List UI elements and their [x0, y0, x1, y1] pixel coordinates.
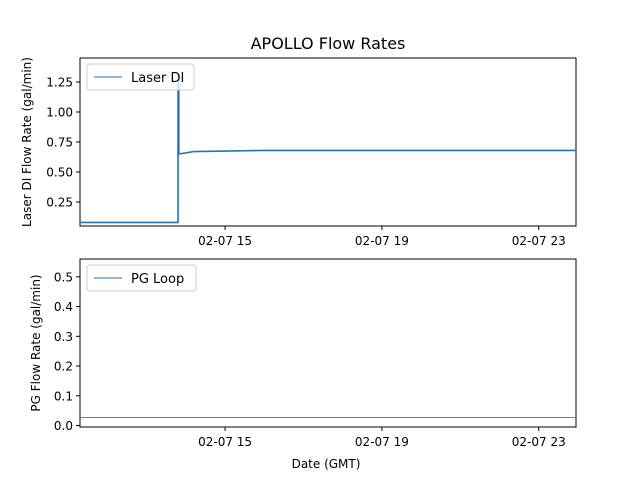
y-tick-label: 1.25 — [46, 76, 73, 90]
x-tick-label: 02-07 15 — [198, 435, 252, 449]
y-tick-label: 0.3 — [54, 330, 73, 344]
x-tick-label: 02-07 23 — [512, 234, 566, 248]
panel-pg-loop: PG Flow Rate (gal/min) 0.0 0.1 0.2 0.3 0.4 0.… — [29, 258, 577, 449]
x-axis-label: Date (GMT) — [292, 457, 361, 471]
y-tick-label: 0.0 — [54, 419, 73, 433]
x-tick-label: 02-07 19 — [355, 234, 409, 248]
y-tick-label: 0.4 — [54, 300, 73, 314]
axes-frame-pg-loop — [79, 258, 577, 428]
y-tick-label: 0.75 — [46, 136, 73, 150]
y-tick-label: 0.50 — [46, 166, 73, 180]
legend-box — [86, 63, 195, 91]
y-tick-label: 1.00 — [46, 106, 73, 120]
y-tick-label: 0.25 — [46, 196, 73, 210]
x-tick-label: 02-07 23 — [512, 435, 566, 449]
y-tick-label: 0.5 — [54, 270, 73, 284]
y-axis-label-laser-di: Laser DI Flow Rate (gal/min) — [20, 57, 34, 227]
series-line-laser-di — [80, 75, 576, 224]
x-tick-label: 02-07 19 — [355, 435, 409, 449]
figure-title: APOLLO Flow Rates — [251, 34, 406, 53]
legend-label: PG Loop — [131, 272, 184, 287]
x-tick-label: 02-07 15 — [198, 234, 252, 248]
y-tick-label: 0.2 — [54, 360, 73, 374]
legend-label: Laser DI — [131, 71, 184, 86]
y-tick-label: 0.1 — [54, 389, 73, 403]
y-axis-label-pg-loop: PG Flow Rate (gal/min) — [29, 274, 43, 411]
panel-laser-di: Laser DI Flow Rate (gal/min) 0.25 0.50 0.7… — [20, 57, 577, 248]
legend-box — [86, 264, 197, 292]
